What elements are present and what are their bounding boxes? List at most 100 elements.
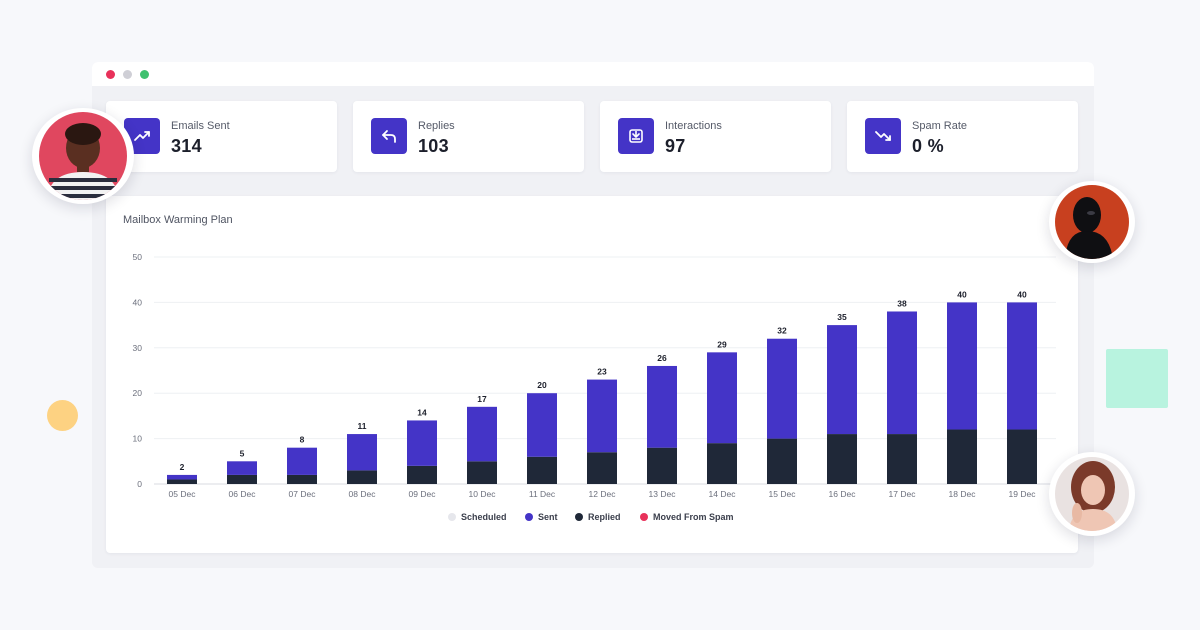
y-tick-label: 30 — [133, 343, 143, 353]
stat-card-emails-sent: Emails Sent 314 — [106, 101, 337, 172]
y-tick-label: 50 — [133, 252, 143, 262]
bar-replied — [1007, 429, 1037, 484]
x-tick-label: 18 Dec — [949, 489, 977, 499]
y-tick-label: 0 — [137, 479, 142, 489]
x-tick-label: 06 Dec — [229, 489, 257, 499]
bar-total-label: 35 — [837, 312, 847, 322]
x-tick-label: 12 Dec — [589, 489, 617, 499]
bar-sent — [287, 447, 317, 475]
bar-replied — [287, 474, 317, 484]
bar-sent — [227, 461, 257, 475]
y-tick-label: 20 — [133, 388, 143, 398]
bar-total-label: 40 — [957, 289, 967, 299]
bar-total-label: 32 — [777, 326, 787, 336]
bar-sent — [347, 434, 377, 471]
legend-label: Moved From Spam — [653, 512, 734, 522]
x-tick-label: 15 Dec — [769, 489, 797, 499]
stat-value: 314 — [171, 136, 202, 156]
bar-sent — [947, 302, 977, 430]
bar-sent — [587, 379, 617, 453]
avatar — [32, 108, 134, 204]
x-tick-label: 08 Dec — [349, 489, 377, 499]
bar-sent — [1007, 302, 1037, 430]
bar-sent — [407, 420, 437, 466]
bar-total-label: 38 — [897, 298, 907, 308]
x-tick-label: 09 Dec — [409, 489, 437, 499]
bar-total-label: 20 — [537, 380, 547, 390]
bar-replied — [827, 434, 857, 484]
mailbox-warming-chart: 0 10 20 30 40 50 2 05 Dec 5 06 Dec 8 07 Dec 11 08 Dec… — [133, 252, 1056, 522]
bar-replied — [647, 447, 677, 484]
maximize-window-dot[interactable] — [140, 70, 149, 79]
bar-replied — [707, 443, 737, 484]
x-tick-label: 07 Dec — [289, 489, 317, 499]
stat-value: 103 — [418, 136, 449, 156]
trend-down-icon — [865, 118, 901, 154]
x-tick-label: 14 Dec — [709, 489, 737, 499]
minimize-window-dot[interactable] — [123, 70, 132, 79]
stat-card-interactions: Interactions 97 — [600, 101, 831, 172]
bar-replied — [407, 465, 437, 484]
x-tick-label: 16 Dec — [829, 489, 857, 499]
bar-total-label: 26 — [657, 353, 667, 363]
reply-icon — [371, 118, 407, 154]
bar-replied — [467, 461, 497, 484]
bar-total-label: 14 — [417, 407, 427, 417]
legend-marker — [525, 513, 533, 521]
bar-total-label: 17 — [477, 394, 487, 404]
stat-label: Emails Sent — [171, 120, 230, 132]
bar-sent — [887, 311, 917, 435]
bar-total-label: 23 — [597, 367, 607, 377]
bar-replied — [527, 456, 557, 484]
inbox-download-icon — [618, 118, 654, 154]
stat-value: 97 — [665, 136, 686, 156]
x-tick-label: 17 Dec — [889, 489, 917, 499]
bar-sent — [827, 325, 857, 435]
stat-label: Spam Rate — [912, 120, 968, 132]
bar-total-label: 29 — [717, 339, 727, 349]
bar-sent — [647, 365, 677, 448]
chart-title: Mailbox Warming Plan — [123, 214, 233, 226]
y-tick-label: 10 — [133, 434, 143, 444]
bar-replied — [347, 470, 377, 484]
bar-replied — [167, 479, 197, 484]
bar-sent — [467, 406, 497, 462]
bar-replied — [947, 429, 977, 484]
bar-sent — [707, 352, 737, 444]
stat-label: Replies — [418, 120, 455, 132]
y-tick-label: 40 — [133, 297, 143, 307]
legend-label: Sent — [538, 512, 558, 522]
legend-marker — [640, 513, 648, 521]
bar-total-label: 40 — [1017, 289, 1027, 299]
stat-label: Interactions — [665, 120, 722, 132]
window-titlebar — [92, 62, 1094, 86]
x-tick-label: 10 Dec — [469, 489, 497, 499]
legend-marker — [448, 513, 456, 521]
bar-total-label: 11 — [358, 421, 367, 431]
person-avatar-image — [39, 112, 127, 200]
stat-card-replies: Replies 103 — [353, 101, 584, 172]
bar-total-label: 2 — [180, 462, 185, 472]
person-avatar-image — [1055, 457, 1129, 531]
decorative-yellow-circle — [47, 400, 78, 431]
avatar — [1049, 181, 1135, 263]
stat-card-spam-rate: Spam Rate 0 % — [847, 101, 1078, 172]
x-tick-label: 19 Dec — [1009, 489, 1037, 499]
decorative-mint-square — [1106, 349, 1168, 408]
bar-sent — [527, 393, 557, 457]
close-window-dot[interactable] — [106, 70, 115, 79]
legend-label: Replied — [588, 512, 621, 522]
bar-replied — [887, 434, 917, 484]
bar-replied — [227, 474, 257, 484]
bar-total-label: 8 — [300, 435, 305, 445]
bar-sent — [167, 474, 197, 480]
bar-sent — [767, 338, 797, 439]
stat-value: 0 % — [912, 136, 944, 156]
avatar — [1049, 452, 1135, 536]
x-tick-label: 05 Dec — [169, 489, 197, 499]
bar-replied — [767, 438, 797, 484]
bar-total-label: 5 — [240, 448, 245, 458]
legend-marker — [575, 513, 583, 521]
person-avatar-image — [1055, 185, 1129, 259]
x-tick-label: 13 Dec — [649, 489, 677, 499]
